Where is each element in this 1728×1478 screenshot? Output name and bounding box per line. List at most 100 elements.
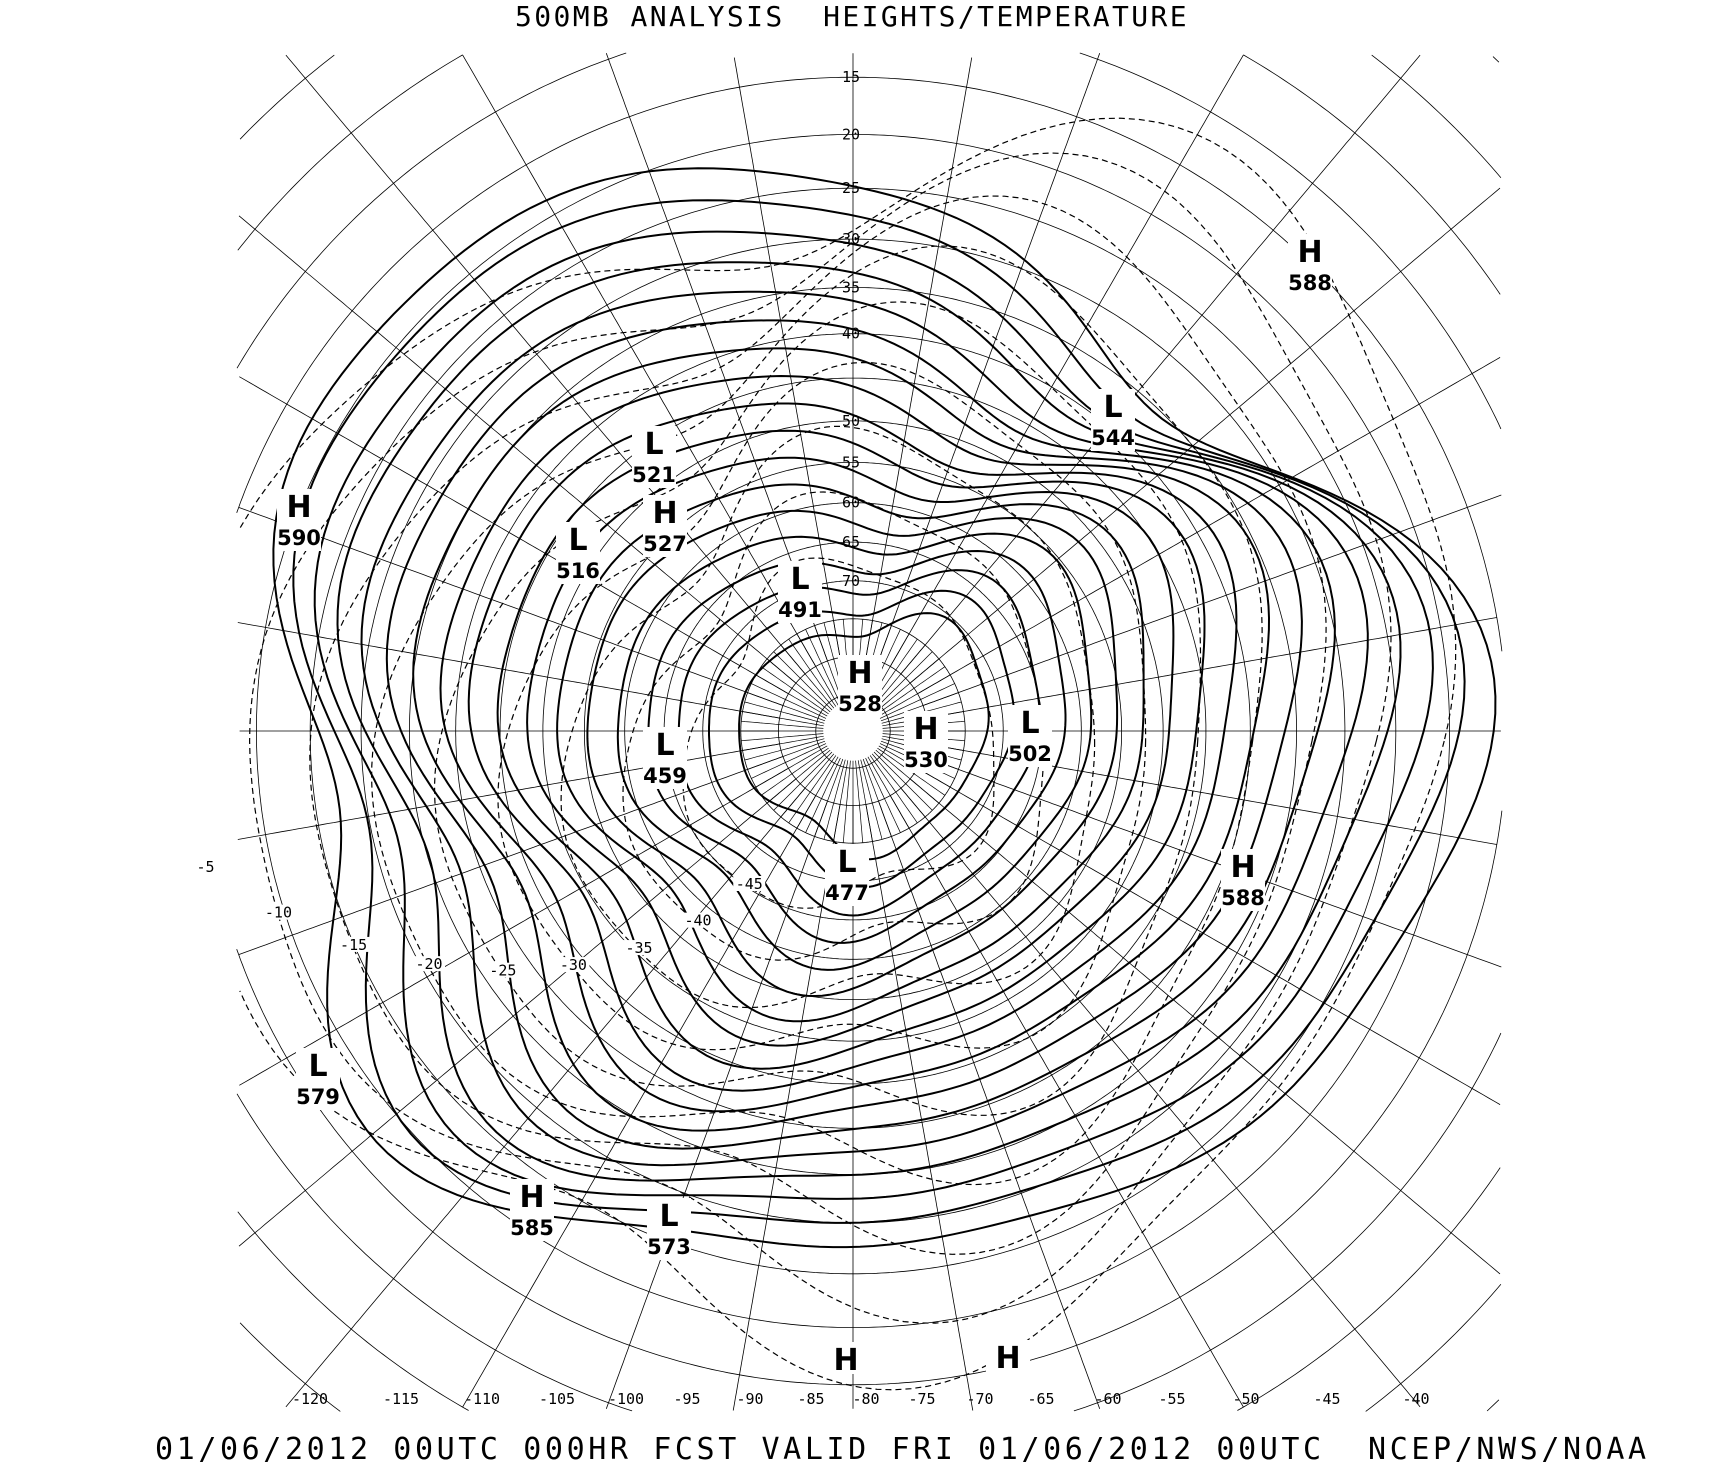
- meridian-line: [878, 53, 1101, 662]
- meridian-line: [741, 733, 824, 742]
- latitude-circle: [236, 76, 1503, 1386]
- label-backing: [557, 957, 590, 973]
- latitude-label: 40: [842, 325, 860, 343]
- low-marker: L: [568, 523, 587, 558]
- pressure-value: 544: [1091, 426, 1135, 450]
- label-backing: [1288, 234, 1332, 296]
- label-backing: [277, 489, 321, 551]
- temperature-contour: [434, 301, 1202, 1116]
- meridian-line: [873, 751, 933, 811]
- high-marker: H: [1230, 850, 1255, 885]
- pressure-value: 590: [277, 526, 321, 550]
- label-backing: [189, 859, 222, 875]
- longitude-label: -120: [292, 1390, 328, 1408]
- meridian-line: [814, 758, 844, 837]
- meridian-line: [871, 753, 926, 818]
- meridian-line: [237, 743, 780, 840]
- meridian-line: [889, 54, 1244, 667]
- valid-time-footer: 01/06/2012 00UTC 000HR FCST VALID FRI 01…: [155, 1432, 1650, 1467]
- meridian-line: [879, 683, 955, 719]
- meridian-line: [760, 666, 829, 715]
- temperature-contour: [370, 245, 1263, 1186]
- high-marker: H: [833, 1343, 858, 1378]
- low-marker: L: [644, 427, 663, 462]
- label-backing: [413, 956, 446, 972]
- pressure-value: 502: [1008, 742, 1052, 766]
- longitude-label: -105: [539, 1390, 575, 1408]
- latitude-circle: [1486, 56, 1500, 1412]
- meridian-line: [909, 187, 1501, 684]
- label-backing: [632, 426, 676, 488]
- longitude-label: -100: [608, 1390, 644, 1408]
- meridian-line: [875, 658, 940, 713]
- temperature-contours: -5 -10 -15 -20 -25 -30 -35 -40 -45: [189, 117, 1457, 1391]
- longitude-label: -115: [383, 1390, 419, 1408]
- pressure-value: 530: [904, 748, 948, 772]
- pressure-value: 459: [643, 764, 687, 788]
- longitude-label: -45: [1313, 1390, 1340, 1408]
- pressure-value: 588: [1288, 271, 1332, 295]
- longitude-label: -90: [736, 1390, 763, 1408]
- label-backing: [510, 1179, 554, 1241]
- latitude-circle: [239, 54, 1502, 1412]
- meridian-line: [766, 749, 831, 804]
- latitude-label: 25: [842, 179, 860, 197]
- meridian-line: [796, 633, 839, 706]
- temperature-label: -20: [415, 955, 442, 973]
- meridian-line: [760, 747, 829, 796]
- longitude-label: -85: [797, 1390, 824, 1408]
- label-backing: [733, 876, 766, 892]
- meridian-line: [880, 692, 959, 722]
- height-contours: [272, 167, 1497, 1249]
- latitude-label: 55: [842, 453, 860, 471]
- meridian-line: [917, 357, 1501, 695]
- longitude-label: -50: [1232, 1390, 1259, 1408]
- meridian-line: [462, 54, 817, 667]
- longitude-label: -40: [1402, 1390, 1429, 1408]
- temperature-contour: [309, 195, 1327, 1255]
- meridian-line: [873, 651, 933, 711]
- latitude-label: 35: [842, 278, 860, 296]
- height-contour: [616, 532, 1093, 971]
- meridian-line: [742, 735, 824, 751]
- high-marker: H: [913, 712, 938, 747]
- height-contour: [385, 319, 1336, 1150]
- meridian-line: [744, 738, 825, 761]
- meridian-line: [747, 692, 826, 722]
- label-backing: [296, 1048, 340, 1110]
- temperature-contour: [248, 152, 1392, 1324]
- meridian-line: [926, 743, 1497, 845]
- temperature-label: -35: [625, 939, 652, 957]
- meridian-line: [285, 787, 806, 1408]
- meridian-line: [909, 778, 1501, 1275]
- meridian-line: [860, 759, 883, 840]
- pressure-value: 528: [838, 692, 882, 716]
- temperature-label: -10: [265, 904, 292, 922]
- label-backing: [643, 495, 687, 557]
- meridian-line: [238, 778, 797, 1247]
- temperature-contour: [560, 425, 1096, 1009]
- meridian-line: [796, 756, 839, 829]
- height-contour: [292, 199, 1466, 1224]
- label-backing: [986, 1340, 1030, 1372]
- label-backing: [622, 940, 655, 956]
- label-backing: [778, 561, 822, 623]
- meridian-line: [878, 800, 1101, 1409]
- meridian-line: [751, 743, 827, 779]
- pressure-value: 579: [296, 1085, 340, 1109]
- high-marker: H: [995, 1341, 1020, 1376]
- pressure-value: 477: [825, 881, 869, 905]
- height-contour: [467, 402, 1238, 1092]
- pressure-value: 588: [1221, 886, 1265, 910]
- high-marker: H: [1297, 235, 1322, 270]
- meridian-line: [875, 749, 940, 804]
- pressure-value: 527: [643, 532, 687, 556]
- temperature-label: -5: [196, 858, 214, 876]
- high-pressure-center: H: [986, 1340, 1030, 1376]
- meridian-line: [805, 629, 841, 705]
